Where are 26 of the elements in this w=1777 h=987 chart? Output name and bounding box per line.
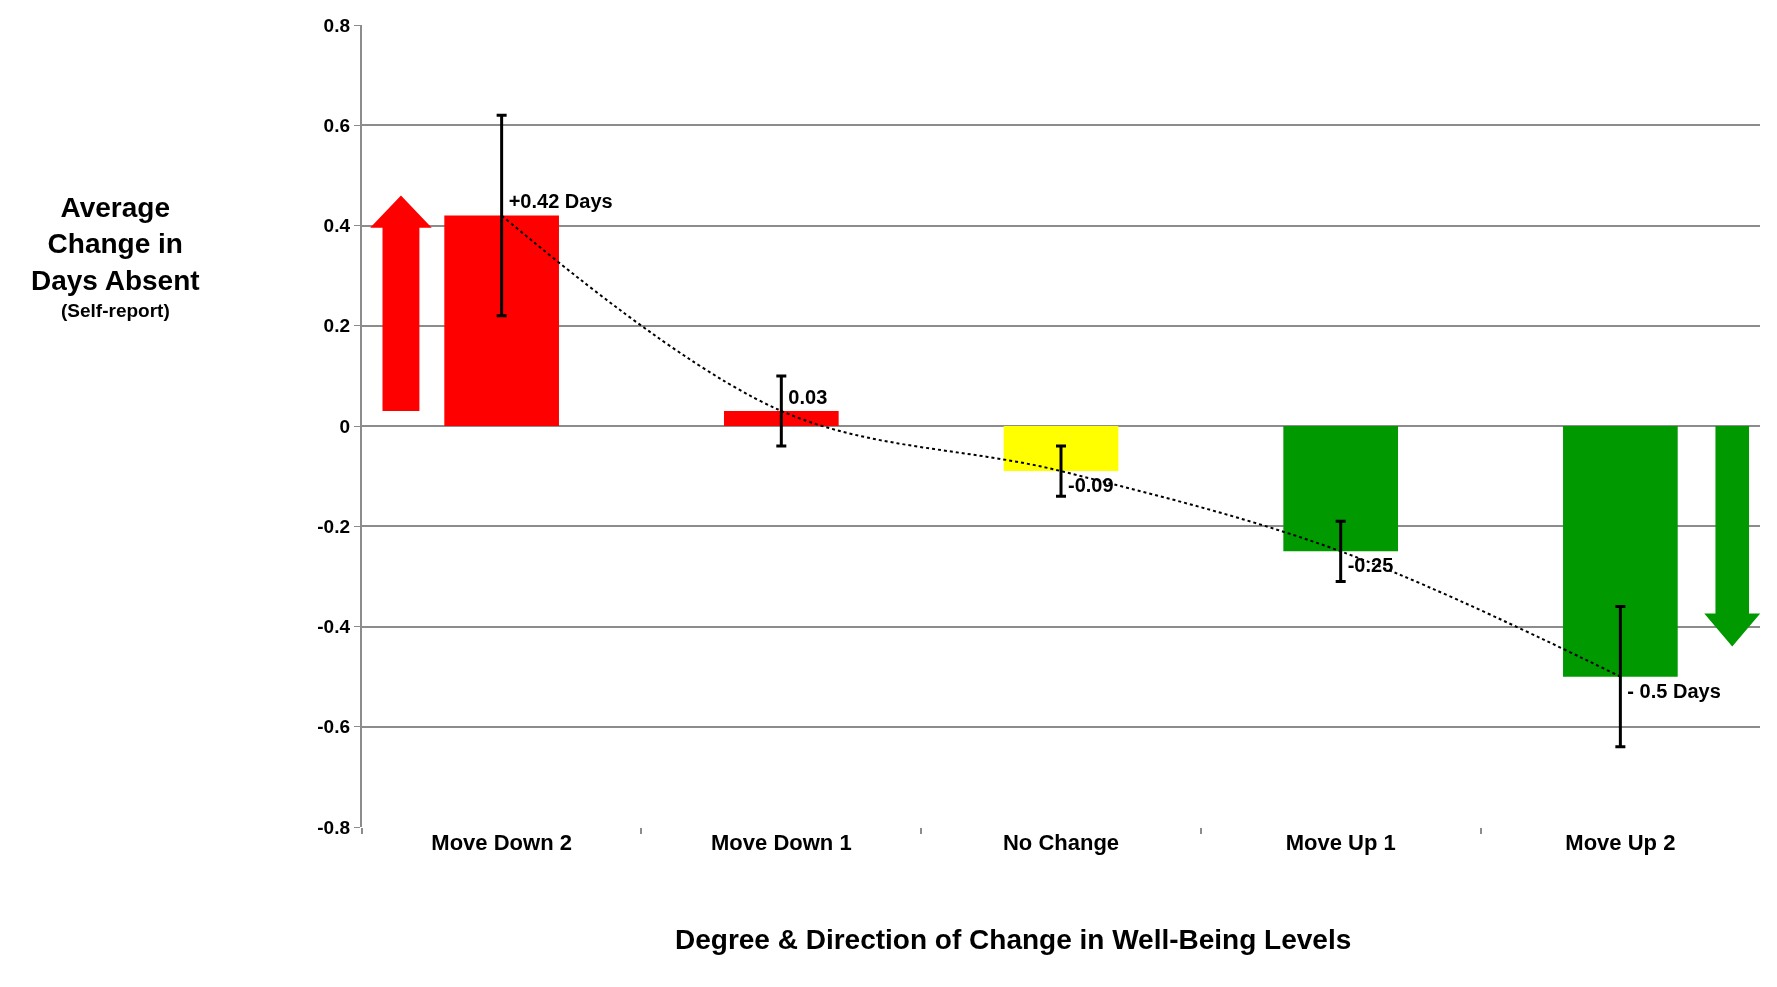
- bar: [723, 410, 839, 426]
- y-tick-label: 0: [339, 415, 350, 437]
- bar: [444, 215, 559, 426]
- y-tick-label: 0.2: [323, 315, 350, 337]
- y-tick-label: -0.6: [317, 716, 350, 738]
- text: (Self-report): [61, 300, 170, 321]
- y-tick-label: 0.4: [323, 215, 351, 237]
- x-tick-label: Move Up 2: [1565, 830, 1676, 855]
- data-label: 0.03: [788, 385, 828, 408]
- y-tick-label: 0.6: [323, 114, 350, 136]
- bar: [1003, 426, 1119, 472]
- data-label: - 0.5 Days: [1627, 679, 1721, 702]
- bar: [1283, 426, 1399, 552]
- y-tick-label: -0.2: [317, 515, 350, 537]
- y-tick-label: -0.4: [317, 616, 351, 638]
- data-label: -0.09: [1068, 474, 1114, 497]
- x-tick-label: Move Down 1: [711, 830, 852, 855]
- y-axis-title: Average Change in Days Absent: [31, 192, 200, 296]
- x-tick-label: No Change: [1002, 830, 1120, 855]
- y-tick-label: 0.8: [323, 14, 350, 36]
- x-tick-label: Move Up 1: [1285, 830, 1396, 855]
- data-label: +0.42 Days: [508, 190, 613, 213]
- bar: [1563, 426, 1678, 677]
- x-axis-title: Degree & Direction of Change in Well-Being Levels: [675, 924, 1352, 955]
- y-tick-label: -0.8: [317, 816, 350, 838]
- x-tick-label: Move Down 2: [431, 830, 572, 855]
